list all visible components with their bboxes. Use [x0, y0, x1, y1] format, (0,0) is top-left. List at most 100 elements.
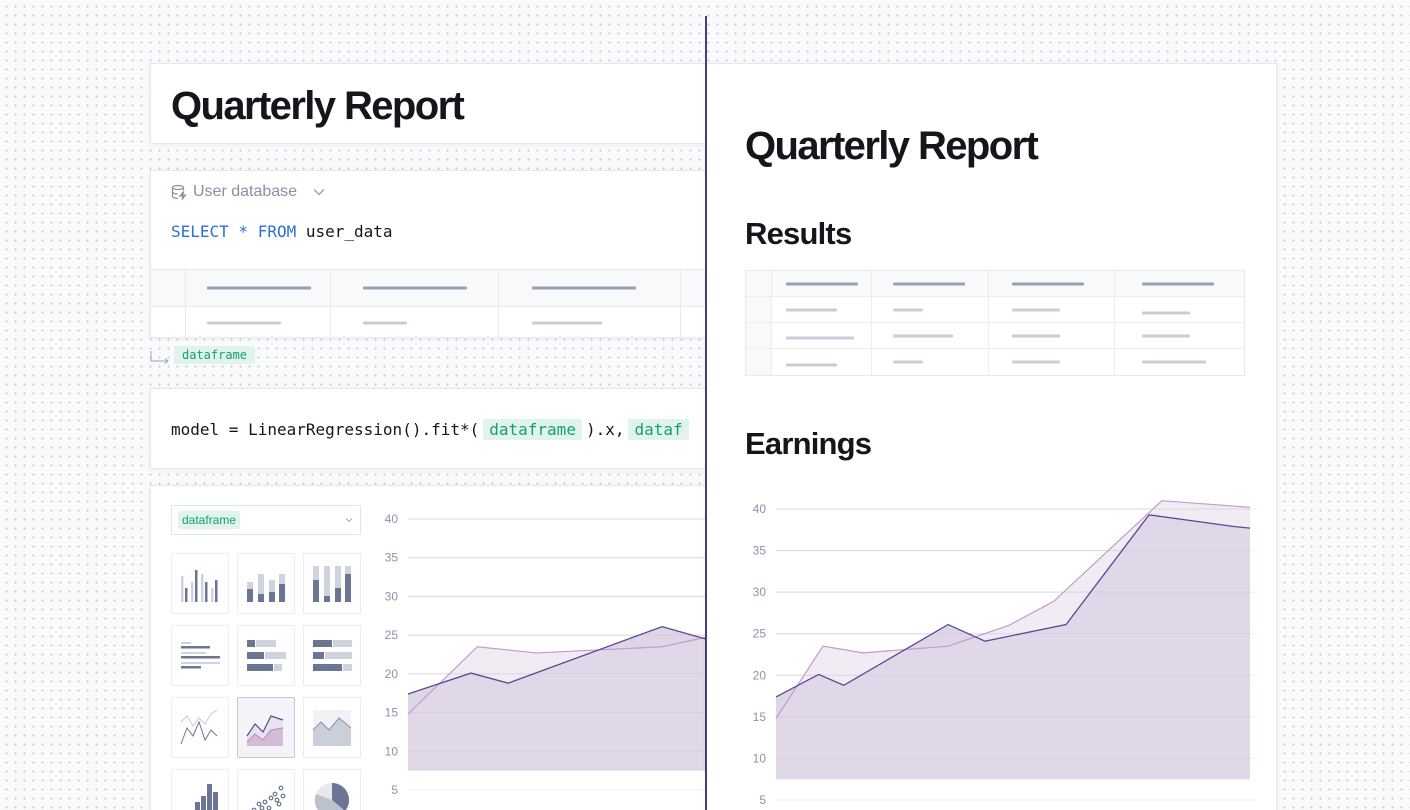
- notebook-title-cell[interactable]: Quarterly Report: [150, 63, 706, 144]
- sql-keyword: SELECT: [171, 222, 229, 241]
- table-header-row: [746, 271, 1244, 297]
- database-bolt-icon: [171, 184, 187, 200]
- stacked-bar-icon: [247, 573, 285, 602]
- header-cell: [872, 271, 989, 296]
- y-tick-label: 5: [759, 793, 766, 807]
- placeholder-bar: [1012, 308, 1060, 311]
- row-index-cell: [746, 297, 772, 322]
- dataframe-chip[interactable]: dataframe: [174, 346, 256, 364]
- chart-type-grouped-bar[interactable]: [171, 553, 229, 614]
- chart-type-stacked-bar-100[interactable]: [303, 553, 361, 614]
- table-cell: [1115, 349, 1244, 375]
- placeholder-bar: [363, 286, 467, 290]
- placeholder-bar: [1142, 334, 1190, 337]
- table-header-row: [151, 270, 706, 307]
- placeholder-bar: [1142, 311, 1190, 315]
- chart-type-grid: [171, 553, 361, 810]
- series-b-line: [775, 500, 1251, 719]
- python-cell[interactable]: model = LinearRegression().fit*( datafra…: [150, 388, 706, 469]
- chart-type-horizontal-stacked-100[interactable]: [303, 625, 361, 686]
- header-cell[interactable]: [186, 270, 331, 306]
- table-cell: [872, 297, 989, 322]
- placeholder-bar: [532, 321, 602, 324]
- placeholder-bar: [786, 282, 858, 285]
- placeholder-bar: [893, 360, 923, 364]
- placeholder-bar: [893, 334, 953, 337]
- published-report: Quarterly Report Results: [706, 63, 1277, 810]
- y-tick-label: 40: [753, 502, 767, 516]
- table-cell: [1115, 297, 1244, 322]
- y-tick-label: 15: [753, 710, 767, 724]
- histogram-icon: [189, 783, 218, 810]
- dataframe-chip[interactable]: dataframe: [483, 419, 582, 440]
- placeholder-bar: [1142, 360, 1206, 364]
- table-cell: [989, 323, 1115, 348]
- placeholder-bar: [786, 336, 854, 340]
- sql-identifier: user_data: [296, 222, 393, 241]
- y-tick-label: 20: [753, 668, 767, 682]
- row-index-cell: [746, 349, 772, 375]
- chart-type-area[interactable]: [237, 697, 295, 758]
- code-text: ).x,: [585, 420, 625, 439]
- chart-type-stepped-area[interactable]: [303, 697, 361, 758]
- y-tick-label: 35: [385, 551, 399, 565]
- placeholder-bar: [207, 321, 281, 324]
- y-tick-label: 10: [385, 744, 399, 758]
- dataframe-chip[interactable]: dataf: [628, 419, 689, 440]
- horizontal-bar-icon: [181, 641, 220, 668]
- table-row: [746, 349, 1244, 375]
- dataframe-select[interactable]: dataframe: [171, 505, 361, 535]
- output-variable: dataframe: [150, 346, 256, 364]
- row-index-cell: [746, 271, 772, 296]
- stepped-area-icon: [312, 709, 352, 746]
- chart-type-stacked-bar[interactable]: [237, 553, 295, 614]
- header-cell[interactable]: [681, 270, 706, 306]
- y-tick-label: 15: [385, 706, 399, 720]
- placeholder-bar: [786, 363, 837, 367]
- pie-chart-icon: [314, 782, 350, 810]
- earnings-heading: Earnings: [745, 426, 872, 461]
- table-cell: [186, 307, 331, 338]
- header-cell[interactable]: [499, 270, 681, 306]
- sql-cell[interactable]: User database SELECT * FROM user_data: [150, 170, 706, 338]
- sql-editor[interactable]: SELECT * FROM user_data: [171, 222, 393, 241]
- sql-keyword: *: [228, 222, 258, 241]
- chart-type-line[interactable]: [171, 697, 229, 758]
- y-tick-label: 35: [753, 544, 767, 558]
- table-row: [151, 307, 706, 338]
- chart-type-horizontal-bar[interactable]: [171, 625, 229, 686]
- y-tick-label: 5: [391, 783, 398, 797]
- sql-keyword: FROM: [257, 222, 297, 241]
- chart-type-histogram[interactable]: [171, 769, 229, 810]
- placeholder-bar: [1012, 334, 1060, 337]
- table-cell: [499, 307, 681, 338]
- y-tick-label: 30: [753, 585, 767, 599]
- code-editor[interactable]: model = LinearRegression().fit*( datafra…: [171, 419, 693, 440]
- table-cell: [872, 349, 989, 375]
- row-index-cell: [151, 307, 186, 338]
- series-a-line: [775, 514, 1251, 698]
- notebook-title[interactable]: Quarterly Report: [171, 84, 465, 128]
- table-cell: [331, 307, 499, 338]
- chart-type-pie[interactable]: [303, 769, 361, 810]
- placeholder-bar: [207, 286, 311, 290]
- table-cell: [681, 307, 706, 338]
- chart-type-scatter[interactable]: [237, 769, 295, 810]
- datasource-picker[interactable]: User database: [171, 183, 327, 201]
- results-table: [745, 270, 1245, 376]
- chevron-down-icon: [345, 518, 353, 523]
- table-cell: [1115, 323, 1244, 348]
- table-cell: [772, 349, 872, 375]
- chart-type-horizontal-stacked[interactable]: [237, 625, 295, 686]
- header-cell[interactable]: [331, 270, 499, 306]
- comparison-divider-handle[interactable]: [705, 16, 707, 810]
- sql-result-table: [151, 269, 706, 338]
- placeholder-bar: [786, 308, 837, 311]
- results-heading: Results: [745, 216, 852, 251]
- header-cell: [989, 271, 1115, 296]
- placeholder-bar: [893, 308, 923, 311]
- series-b-line: [407, 636, 706, 715]
- table-cell: [772, 297, 872, 322]
- chart-cell[interactable]: dataframe: [150, 485, 706, 810]
- y-tick-label: 10: [753, 751, 767, 765]
